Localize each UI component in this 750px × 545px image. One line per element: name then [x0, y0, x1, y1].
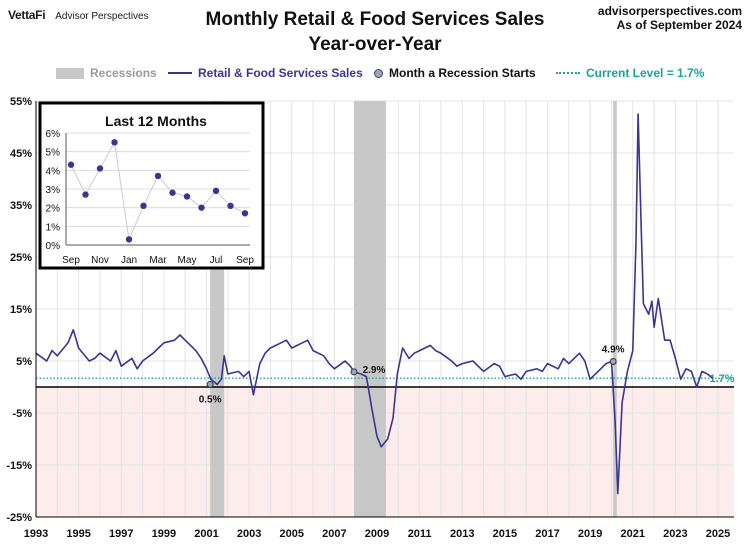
inset-point [227, 202, 234, 209]
recession-start-label: 2.9% [363, 365, 386, 376]
x-tick-label: 2011 [408, 528, 432, 540]
legend-recessions-label: Recessions [90, 66, 157, 80]
y-tick-label: -15% [6, 460, 32, 472]
series-swatch [168, 72, 192, 74]
x-tick-label: 2025 [706, 528, 730, 540]
y-tick-label: 25% [10, 252, 32, 264]
y-tick-label: 15% [10, 304, 32, 316]
x-tick-label: 2017 [535, 528, 559, 540]
inset-y-tick-label: 2% [46, 204, 61, 215]
vettafi-logo: VettaFi [8, 8, 46, 22]
legend-recessions: Recessions [56, 66, 157, 80]
x-tick-label: 2021 [621, 528, 645, 540]
source-site: advisorperspectives.com [597, 4, 742, 18]
x-tick-label: 2023 [663, 528, 687, 540]
inset-point [183, 193, 191, 200]
inset-point [125, 236, 133, 243]
recession-start-swatch [374, 68, 383, 78]
inset-point [140, 202, 147, 209]
x-tick-label: 2019 [578, 528, 602, 540]
inset-x-tick-label: Sep [62, 255, 80, 266]
x-tick-label: 2009 [365, 528, 389, 540]
x-tick-label: 2007 [322, 528, 346, 540]
inset-x-tick-label: Sep [236, 255, 254, 266]
recession-start-marker [350, 368, 358, 376]
inset-frame [38, 101, 265, 270]
inset-point [198, 204, 205, 211]
source-block: advisorperspectives.com As of September … [598, 4, 742, 32]
inset-y-tick-label: 5% [46, 148, 61, 159]
inset-title: Last 12 Months [105, 113, 207, 129]
inset-x-tick-label: Nov [91, 255, 109, 266]
inset-y-tick-label: 3% [46, 185, 61, 196]
inset-y-tick-label: 4% [46, 166, 61, 177]
y-tick-label: -5% [12, 408, 32, 420]
inset-x-tick-label: Mar [149, 255, 167, 266]
legend-current-level-label: Current Level = 1.7% [586, 66, 705, 80]
inset-point [82, 191, 89, 198]
y-tick-label: -25% [6, 512, 32, 524]
recession-start-label: 0.5% [199, 394, 222, 405]
recession-start-marker [609, 358, 617, 366]
inset-point [67, 161, 75, 168]
source-date: As of September 2024 [616, 18, 742, 32]
legend-series-label: Retail & Food Services Sales [198, 66, 363, 80]
y-tick-label: 45% [10, 148, 32, 160]
recession-band [353, 101, 386, 517]
inset-point [154, 172, 162, 180]
brand: VettaFi Advisor Perspectives [8, 8, 149, 22]
legend-current-level: Current Level = 1.7% [556, 66, 704, 80]
inset-point [169, 189, 176, 196]
y-tick-label: 55% [10, 96, 32, 108]
x-tick-label: 1997 [109, 528, 133, 540]
x-tick-label: 1999 [152, 528, 176, 540]
recession-start-marker [206, 380, 214, 388]
inset-point [111, 139, 118, 146]
chart-title: Monthly Retail & Food Services Sales Yea… [0, 7, 750, 57]
inset-x-tick-label: Jul [210, 255, 223, 266]
brand-name: Advisor Perspectives [55, 11, 149, 22]
x-tick-label: 2003 [237, 528, 261, 540]
y-tick-label: 35% [10, 200, 32, 212]
x-tick-label: 2013 [450, 528, 474, 540]
legend: Recessions Retail & Food Services Sales … [0, 66, 750, 84]
recession-band [613, 101, 617, 517]
x-tick-label: 2001 [194, 528, 218, 540]
recession-start-label: 4.9% [602, 345, 625, 356]
x-tick-label: 1993 [24, 528, 48, 540]
inset-y-tick-label: 0% [46, 241, 61, 252]
chart-title-line1: Monthly Retail & Food Services Sales [205, 9, 545, 30]
inset-point [96, 165, 104, 172]
x-tick-label: 2005 [280, 528, 304, 540]
legend-series: Retail & Food Services Sales [168, 66, 363, 80]
inset-y-tick-label: 1% [46, 222, 61, 233]
retail-sales-line [35, 113, 714, 495]
current-level-label: 1.7% [709, 373, 734, 385]
legend-recession-start-label: Month a Recession Starts [389, 66, 536, 80]
x-tick-label: 1995 [66, 528, 90, 540]
recession-swatch [56, 67, 84, 79]
inset-x-tick-label: May [178, 255, 197, 266]
chart-title-line2: Year-over-Year [308, 34, 442, 55]
y-tick-label: 5% [16, 356, 32, 368]
inset-y-tick-label: 6% [46, 129, 61, 140]
inset-point [212, 187, 220, 195]
inset-x-tick-label: Jan [121, 255, 137, 266]
current-level-swatch [556, 72, 580, 74]
inset-point [241, 210, 249, 217]
x-tick-label: 2015 [493, 528, 517, 540]
legend-recession-start: Month a Recession Starts [374, 66, 536, 80]
